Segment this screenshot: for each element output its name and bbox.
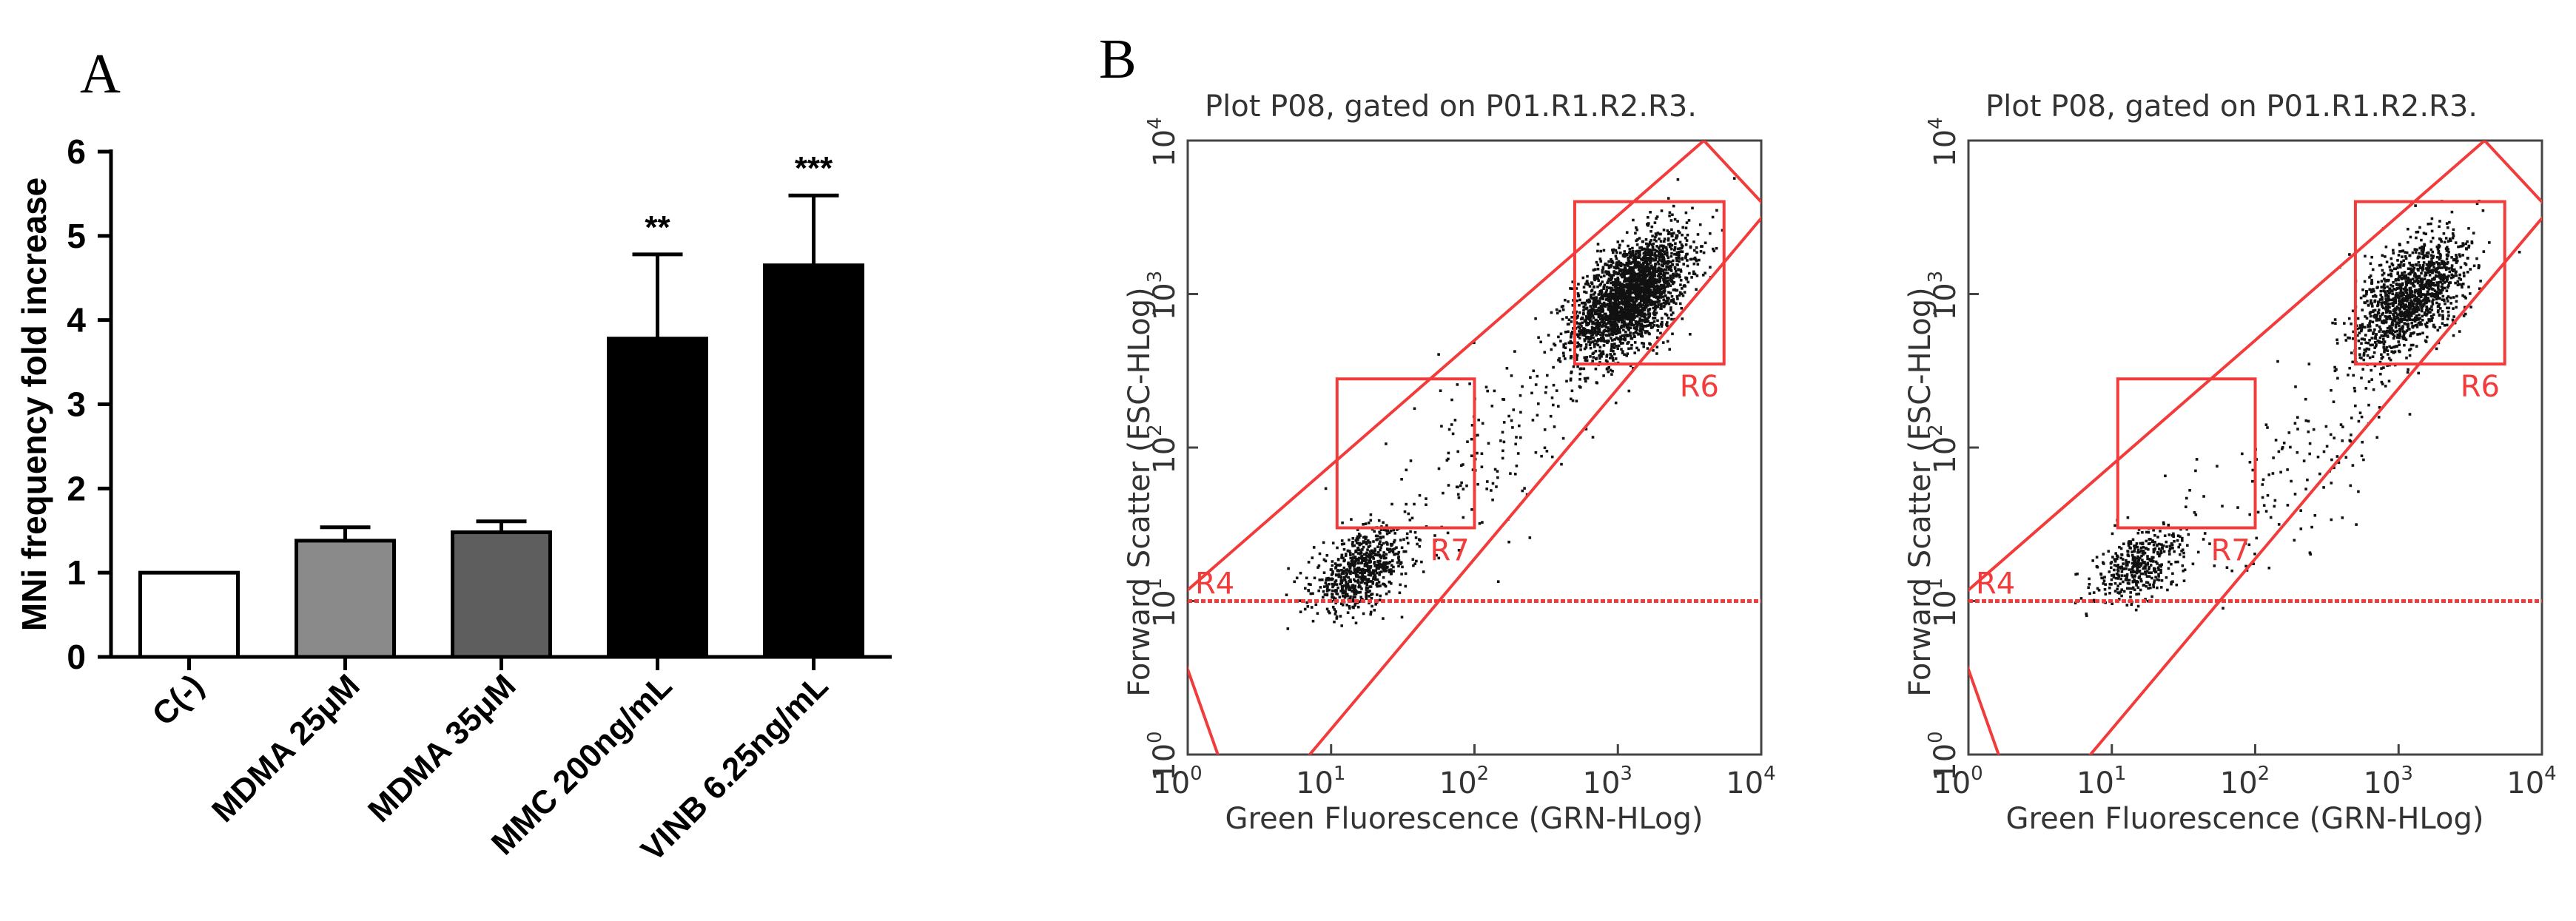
y-tick-label: 104 bbox=[1144, 117, 1182, 166]
x-tick-label: 103 bbox=[2364, 763, 2413, 800]
gate-diagonal bbox=[1188, 141, 1761, 755]
gate-rectangle bbox=[2353, 200, 2506, 366]
bar bbox=[295, 539, 396, 659]
y-axis-label: Forward Scatter (FSC-HLog) bbox=[1123, 287, 1157, 696]
bar bbox=[138, 570, 240, 659]
y-tick-label: 101 bbox=[1144, 578, 1182, 627]
gate-label: R7 bbox=[1430, 533, 1470, 567]
y-tick-label: 6 bbox=[67, 132, 86, 171]
plot-title: Plot P08, gated on P01.R1.R2.R3. bbox=[1985, 90, 2478, 124]
x-tick-label: 100 bbox=[1152, 763, 1202, 800]
gate-rectangle bbox=[1573, 200, 1726, 366]
y-tick-label: 1 bbox=[67, 553, 86, 592]
x-axis-label: Green Fluorescence (GRN-HLog) bbox=[1225, 802, 1704, 836]
y-axis-label: MNi frequency fold increase bbox=[15, 178, 53, 632]
x-tick-label: 102 bbox=[1439, 763, 1489, 800]
gates bbox=[1188, 141, 1761, 755]
y-tick-label: 101 bbox=[1925, 578, 1963, 627]
gate-label: R4 bbox=[1195, 567, 1234, 601]
gate-rectangle bbox=[2116, 377, 2257, 530]
y-tick-label: 3 bbox=[67, 385, 86, 424]
y-tick-label: 2 bbox=[67, 469, 86, 507]
x-tick-label: 101 bbox=[2076, 763, 2126, 800]
x-tick-label: 101 bbox=[1296, 763, 1345, 800]
y-tick-label: 100 bbox=[1925, 731, 1963, 780]
gates bbox=[1968, 141, 2542, 755]
y-tick-label: 100 bbox=[1144, 731, 1182, 780]
y-tick-label: 103 bbox=[1144, 271, 1182, 320]
panel-label-b: B bbox=[1099, 28, 1137, 90]
x-tick-label: MDMA 25μM bbox=[205, 667, 366, 829]
gate-diagonal bbox=[1968, 141, 2542, 755]
plot-title: Plot P08, gated on P01.R1.R2.R3. bbox=[1205, 90, 1697, 124]
scatter-dots bbox=[1285, 177, 1736, 630]
y-axis-label: Forward Scatter (FSC-HLog) bbox=[1903, 287, 1937, 696]
gate-label: R6 bbox=[1680, 370, 1719, 404]
x-tick-label: 102 bbox=[2220, 763, 2270, 800]
x-axis-label: Green Fluorescence (GRN-HLog) bbox=[2006, 802, 2484, 836]
y-tick-label: 4 bbox=[67, 301, 86, 340]
x-tick-label: 104 bbox=[2506, 763, 2556, 800]
significance-marker: ** bbox=[645, 209, 670, 246]
x-tick-label: 100 bbox=[1933, 763, 1983, 800]
y-tick-label: 102 bbox=[1925, 424, 1963, 473]
gate-label: R6 bbox=[2461, 370, 2500, 404]
bar bbox=[607, 337, 708, 659]
gate-label: R4 bbox=[1976, 567, 2015, 601]
y-tick-label: 0 bbox=[67, 638, 86, 676]
y-tick-label: 104 bbox=[1925, 117, 1963, 166]
x-tick-label: 103 bbox=[1583, 763, 1632, 800]
x-tick-label: MDMA 35μM bbox=[361, 667, 522, 829]
x-tick-label: C(-) bbox=[145, 667, 210, 732]
y-tick-label: 5 bbox=[67, 217, 86, 255]
bar bbox=[763, 263, 864, 659]
significance-marker: *** bbox=[795, 150, 833, 186]
bar bbox=[451, 530, 552, 659]
y-tick-label: 103 bbox=[1925, 271, 1963, 320]
panel-label-a: A bbox=[80, 43, 121, 105]
scatter-dots bbox=[2074, 200, 2521, 618]
y-tick-label: 102 bbox=[1144, 424, 1182, 473]
x-tick-label: 104 bbox=[1726, 763, 1775, 800]
gate-rectangle bbox=[1335, 377, 1476, 530]
gate-label: R7 bbox=[2211, 533, 2250, 567]
